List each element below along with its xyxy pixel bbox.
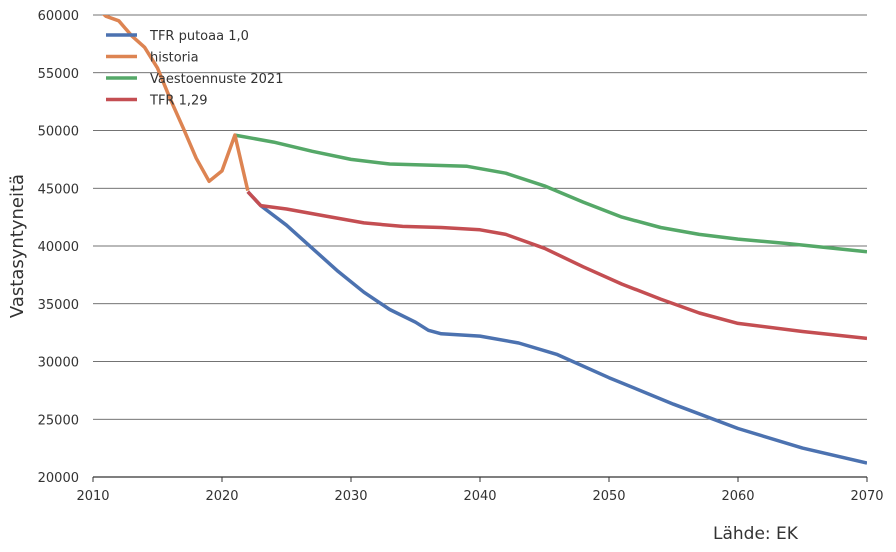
x-tick-label: 2040	[463, 489, 496, 504]
y-tick-label: 50000	[38, 125, 79, 140]
y-tick-label: 35000	[38, 298, 79, 313]
y-tick-label: 45000	[38, 182, 79, 197]
series-line-2	[234, 133, 867, 254]
y-tick-label: 25000	[38, 413, 79, 428]
legend-label: Vaestoennuste 2021	[150, 72, 283, 87]
axes	[92, 476, 868, 482]
legend: TFR putoaa 1,0 historia Vaestoennuste 2021…	[106, 29, 283, 109]
series-line-0	[246, 190, 867, 465]
y-tick-label: 30000	[38, 356, 79, 371]
legend-label: TFR 1,29	[149, 94, 208, 109]
series-line-3	[246, 190, 867, 341]
x-tick-label: 2010	[76, 489, 109, 504]
y-axis-label: Vastasyntyneitä	[7, 174, 28, 318]
x-tick-label: 2050	[592, 489, 625, 504]
x-tick-label: 2030	[334, 489, 367, 504]
series-line-1	[101, 15, 250, 191]
legend-label: historia	[150, 51, 199, 66]
source-label: Lähde: EK	[713, 524, 799, 544]
x-tick-label: 2020	[205, 489, 238, 504]
y-tick-label: 20000	[38, 471, 79, 486]
legend-label: TFR putoaa 1,0	[149, 29, 249, 44]
series-lines	[101, 15, 867, 465]
y-tick-labels: 20000 25000 30000 35000 40000 45000 50000 55000…	[38, 9, 79, 486]
y-tick-label: 60000	[38, 9, 79, 24]
x-tick-label: 2060	[721, 489, 754, 504]
x-tick-label: 2070	[850, 489, 883, 504]
y-tick-label: 55000	[38, 67, 79, 82]
x-tick-labels: 2010 2020 2030 2040 2050 2060 2070	[76, 489, 883, 504]
y-tick-label: 40000	[38, 240, 79, 255]
gridlines	[93, 14, 867, 420]
